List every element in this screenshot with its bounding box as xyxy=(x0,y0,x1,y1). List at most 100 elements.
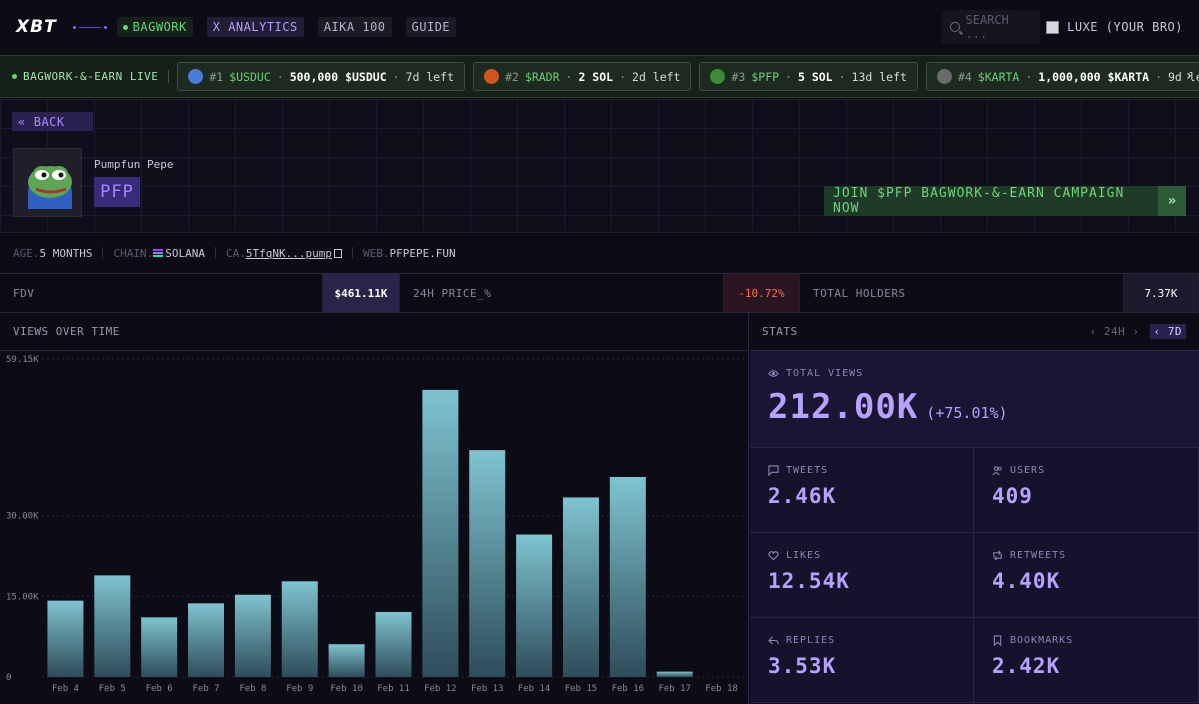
bar[interactable] xyxy=(188,603,225,677)
users-icon xyxy=(992,466,1002,476)
y-tick-label: 59.15K xyxy=(6,355,39,365)
token-avatar xyxy=(13,148,82,217)
campaign-time-left: 9d left xyxy=(1168,69,1199,84)
bar[interactable] xyxy=(562,497,599,677)
campaign-chip[interactable]: #1 $USDUC · 500,000 $USDUC · 7d left xyxy=(177,62,466,91)
token-header-bg xyxy=(0,99,1199,231)
likes-value: 12.54K xyxy=(768,569,850,593)
range-24h-button[interactable]: ‹ 24H › xyxy=(1089,325,1140,338)
nav-guide[interactable]: GUIDE xyxy=(405,17,457,37)
bar[interactable] xyxy=(281,581,318,677)
logo[interactable]: XBT xyxy=(16,17,57,37)
token-ticker: PFP xyxy=(94,177,140,207)
retweet-icon xyxy=(993,550,1002,561)
user-menu[interactable]: LUXE (YOUR BRO) xyxy=(1046,20,1183,34)
double-chevron-right-icon: » xyxy=(1158,186,1186,216)
bar[interactable] xyxy=(47,600,84,677)
x-tick-label: Feb 8 xyxy=(239,684,266,694)
bar[interactable] xyxy=(94,575,131,677)
campaign-chip[interactable]: #2 $RADR · 2 SOL · 2d left xyxy=(473,62,692,91)
eye-icon xyxy=(768,370,779,377)
campaign-token: $PFP xyxy=(751,69,780,84)
stats-panel: STATS ‹ 24H › ‹ 7D TOTAL VIEWS 212.00K (… xyxy=(750,313,1199,704)
live-dot-icon xyxy=(122,24,128,30)
campaign-chip[interactable]: #4 $KARTA · 1,000,000 $KARTA · 9d left xyxy=(925,62,1199,91)
contract-address-link[interactable]: 5TfqNK...pump xyxy=(245,246,332,260)
x-tick-label: Feb 10 xyxy=(330,684,363,694)
x-tick-label: Feb 13 xyxy=(471,684,504,694)
separator: · xyxy=(619,69,627,84)
separator: · xyxy=(392,69,400,84)
price-change-value: -10.72% xyxy=(724,274,800,312)
separator: · xyxy=(1155,69,1162,84)
nav-x-analytics[interactable]: X ANALYTICS xyxy=(206,17,304,37)
token-logo-icon xyxy=(188,69,204,84)
x-tick-label: Feb 15 xyxy=(565,684,598,694)
separator: · xyxy=(838,69,846,84)
nav-bagwork[interactable]: BAGWORK xyxy=(116,17,193,37)
bookmark-icon xyxy=(993,635,1002,646)
website-link[interactable]: PFPEPE.FUN xyxy=(389,246,456,260)
bar[interactable] xyxy=(328,644,365,677)
separator: · xyxy=(1025,69,1033,84)
bar[interactable] xyxy=(609,477,646,677)
bar[interactable] xyxy=(469,450,506,677)
copy-icon[interactable] xyxy=(333,248,342,258)
campaign-token: $USDUC xyxy=(229,69,271,84)
likes-card: LIKES 12.54K xyxy=(750,533,974,618)
campaign-reward: 5 SOL xyxy=(797,69,833,84)
live-label: BAGWORK-&-EARN LIVE xyxy=(12,70,170,83)
nav-aika-100[interactable]: AIKA 100 xyxy=(317,17,392,37)
y-tick-label: 15.00K xyxy=(6,592,39,602)
chevron-right-icon[interactable]: › xyxy=(1184,68,1193,84)
x-tick-label: Feb 11 xyxy=(377,684,410,694)
search-input[interactable]: SEARCH ... xyxy=(942,10,1041,44)
top-nav: XBT BAGWORK X ANALYTICS AIKA 100 GUIDE S… xyxy=(0,0,1199,54)
x-tick-label: Feb 6 xyxy=(146,684,173,694)
bar[interactable] xyxy=(656,671,693,677)
x-tick-label: Feb 14 xyxy=(518,684,551,694)
token-logo-icon xyxy=(936,69,952,84)
solana-icon xyxy=(153,249,164,257)
bookmarks-card: BOOKMARKS 2.42K xyxy=(974,618,1199,703)
campaign-rank: #3 xyxy=(731,69,746,84)
holders-label: TOTAL HOLDERS xyxy=(800,274,1124,312)
heart-icon xyxy=(768,551,779,561)
x-tick-label: Feb 5 xyxy=(99,684,126,694)
bar[interactable] xyxy=(422,389,459,677)
campaign-ticker: BAGWORK-&-EARN LIVE #1 $USDUC · 500,000 $US… xyxy=(0,55,1199,98)
token-meta: AGE. 5 MONTHS CHAIN. SOLANA CA. 5TfqNK...pu… xyxy=(0,232,1199,274)
x-tick-label: Feb 18 xyxy=(705,684,738,694)
x-tick-label: Feb 17 xyxy=(658,684,691,694)
fdv-value: $461.11K xyxy=(323,274,400,312)
fdv-label: FDV xyxy=(0,274,323,312)
bar[interactable] xyxy=(234,594,271,677)
chart-title: VIEWS OVER TIME xyxy=(0,313,748,351)
campaign-time-left: 2d left xyxy=(632,69,681,84)
campaign-chip[interactable]: #3 $PFP · 5 SOL · 13d left xyxy=(699,62,918,91)
range-7d-button[interactable]: ‹ 7D xyxy=(1149,324,1186,339)
bar[interactable] xyxy=(375,611,412,677)
nav-divider xyxy=(72,25,107,29)
campaign-rank: #1 xyxy=(209,69,224,84)
replies-value: 3.53K xyxy=(768,654,837,678)
bar[interactable] xyxy=(516,534,553,677)
x-tick-label: Feb 7 xyxy=(192,684,219,694)
campaign-token: $RADR xyxy=(524,69,560,84)
bar[interactable] xyxy=(141,617,178,677)
x-tick-label: Feb 12 xyxy=(424,684,457,694)
x-tick-label: Feb 9 xyxy=(286,684,313,694)
back-button[interactable]: «BACK xyxy=(12,112,93,131)
token-logo-icon xyxy=(484,69,500,84)
token-age: 5 MONTHS xyxy=(39,246,93,260)
live-dot-icon xyxy=(12,74,17,79)
price-change-label: 24H PRICE_% xyxy=(400,274,724,312)
token-metrics: FDV $461.11K 24H PRICE_% -10.72% TOTAL H… xyxy=(0,274,1199,313)
separator: · xyxy=(565,69,573,84)
reply-icon xyxy=(768,636,779,645)
tweet-icon xyxy=(768,465,779,476)
separator: · xyxy=(785,69,792,84)
campaign-time-left: 7d left xyxy=(405,69,455,84)
join-campaign-button[interactable]: JOIN $PFP BAGWORK-&-EARN CAMPAIGN NOW » xyxy=(824,186,1186,216)
y-tick-label: 30.00K xyxy=(6,512,39,522)
